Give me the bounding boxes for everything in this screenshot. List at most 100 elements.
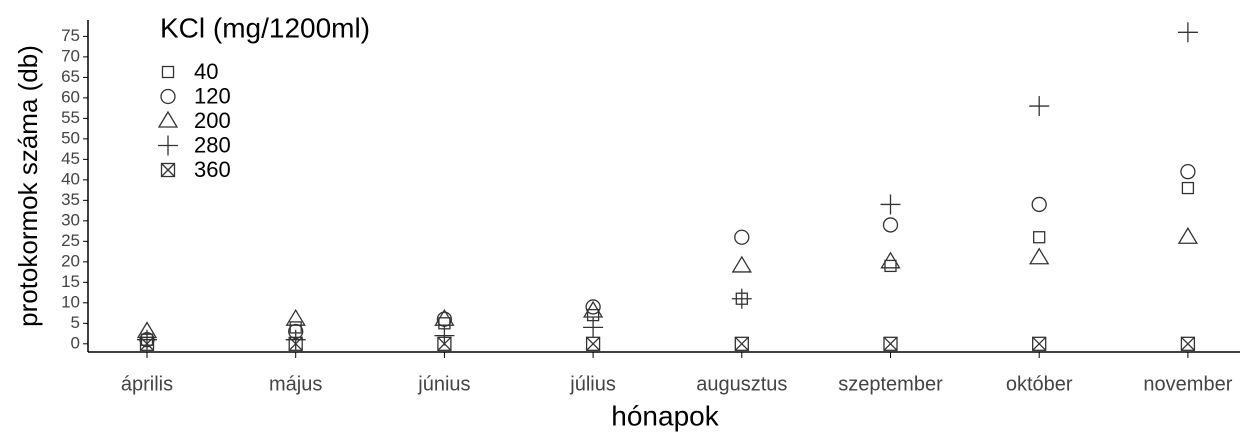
- marker: [1181, 181, 1195, 195]
- y-tick-label: 5: [71, 313, 80, 332]
- marker: [1177, 226, 1199, 244]
- marker-part: [161, 65, 175, 79]
- marker: [139, 336, 155, 351]
- y-tick-label: 50: [61, 128, 80, 147]
- legend-title: KCl (mg/1200ml): [160, 12, 370, 43]
- y-tick-label: 65: [61, 67, 80, 86]
- x-tick-label: július: [569, 373, 616, 395]
- x-tick-label: október: [1006, 373, 1073, 395]
- marker: [731, 255, 752, 273]
- marker-part: [582, 300, 604, 318]
- y-tick-label: 55: [61, 108, 80, 127]
- marker: [880, 194, 901, 215]
- marker: [880, 251, 901, 269]
- marker: [583, 317, 604, 338]
- marker-part: [1181, 181, 1195, 195]
- y-tick-label: 35: [61, 190, 80, 209]
- marker: [1180, 164, 1196, 180]
- x-tick-label: augusztus: [696, 373, 787, 395]
- marker: [582, 300, 604, 318]
- marker: [1177, 22, 1198, 43]
- y-tick-label: 60: [61, 87, 80, 106]
- marker-part: [1033, 231, 1046, 244]
- y-tick-label: 25: [61, 231, 80, 250]
- marker: [882, 217, 899, 233]
- y-tick-label: 15: [61, 272, 80, 291]
- marker-part: [1031, 196, 1047, 213]
- legend-label: 120: [194, 83, 231, 108]
- marker-part: [880, 251, 901, 269]
- y-tick-label: 70: [61, 46, 80, 65]
- marker-part: [585, 299, 601, 315]
- marker: [434, 308, 455, 326]
- x-axis-label: hónapok: [611, 400, 719, 431]
- y-tick-label: 30: [61, 210, 80, 229]
- marker: [434, 325, 455, 346]
- y-tick-label: 20: [61, 251, 80, 270]
- x-tick-label: szeptember: [838, 373, 943, 395]
- y-tick-label: 75: [61, 26, 80, 45]
- y-tick-label: 45: [61, 149, 80, 168]
- marker-part: [157, 110, 179, 128]
- marker-part: [437, 336, 452, 351]
- legend-label: 200: [194, 108, 231, 133]
- marker: [1033, 231, 1046, 244]
- marker-part: [1177, 226, 1199, 244]
- marker-part: [160, 88, 176, 105]
- marker-part: [285, 308, 306, 326]
- marker: [734, 229, 750, 245]
- marker: [161, 65, 175, 79]
- y-tick-label: 0: [71, 333, 80, 352]
- marker-part: [1180, 336, 1196, 351]
- y-tick-label: 10: [61, 292, 80, 311]
- marker: [585, 336, 601, 351]
- marker-part: [734, 336, 749, 351]
- marker: [1029, 96, 1050, 117]
- marker-part: [585, 336, 601, 351]
- marker: [883, 336, 898, 351]
- marker-part: [1180, 336, 1195, 351]
- marker: [288, 336, 303, 351]
- marker: [158, 135, 178, 156]
- marker: [285, 308, 306, 326]
- marker-part: [437, 336, 452, 351]
- marker-part: [288, 336, 303, 351]
- marker: [884, 259, 897, 273]
- marker-part: [884, 259, 897, 273]
- marker: [1032, 336, 1047, 351]
- marker-part: [1032, 336, 1047, 351]
- marker-part: [434, 308, 455, 326]
- x-tick-label: november: [1143, 373, 1232, 395]
- legend-label: 40: [194, 59, 218, 84]
- marker: [731, 288, 752, 309]
- marker-part: [1032, 336, 1047, 351]
- x-tick-label: május: [269, 373, 322, 395]
- y-axis-label: protokormok száma (db): [13, 45, 43, 327]
- marker-part: [883, 336, 898, 351]
- marker: [1029, 247, 1050, 265]
- marker: [1180, 336, 1196, 351]
- marker-part: [882, 217, 899, 233]
- marker-part: [160, 162, 176, 178]
- marker: [160, 88, 176, 105]
- marker-part: [139, 336, 155, 351]
- marker-part: [140, 336, 154, 351]
- marker: [1031, 196, 1047, 213]
- marker-part: [734, 229, 750, 245]
- marker: [157, 110, 179, 128]
- y-tick-label: 40: [61, 169, 80, 188]
- marker: [585, 299, 601, 315]
- marker-part: [1180, 164, 1196, 180]
- marker-part: [734, 336, 749, 351]
- marker-part: [586, 336, 601, 351]
- x-tick-label: június: [417, 373, 470, 395]
- marker-part: [288, 336, 303, 351]
- marker-part: [1029, 247, 1050, 265]
- marker: [437, 336, 452, 351]
- legend-label: 360: [194, 157, 231, 182]
- marker: [160, 162, 176, 178]
- marker-part: [731, 255, 752, 273]
- x-tick-label: április: [121, 373, 173, 395]
- marker: [734, 336, 749, 351]
